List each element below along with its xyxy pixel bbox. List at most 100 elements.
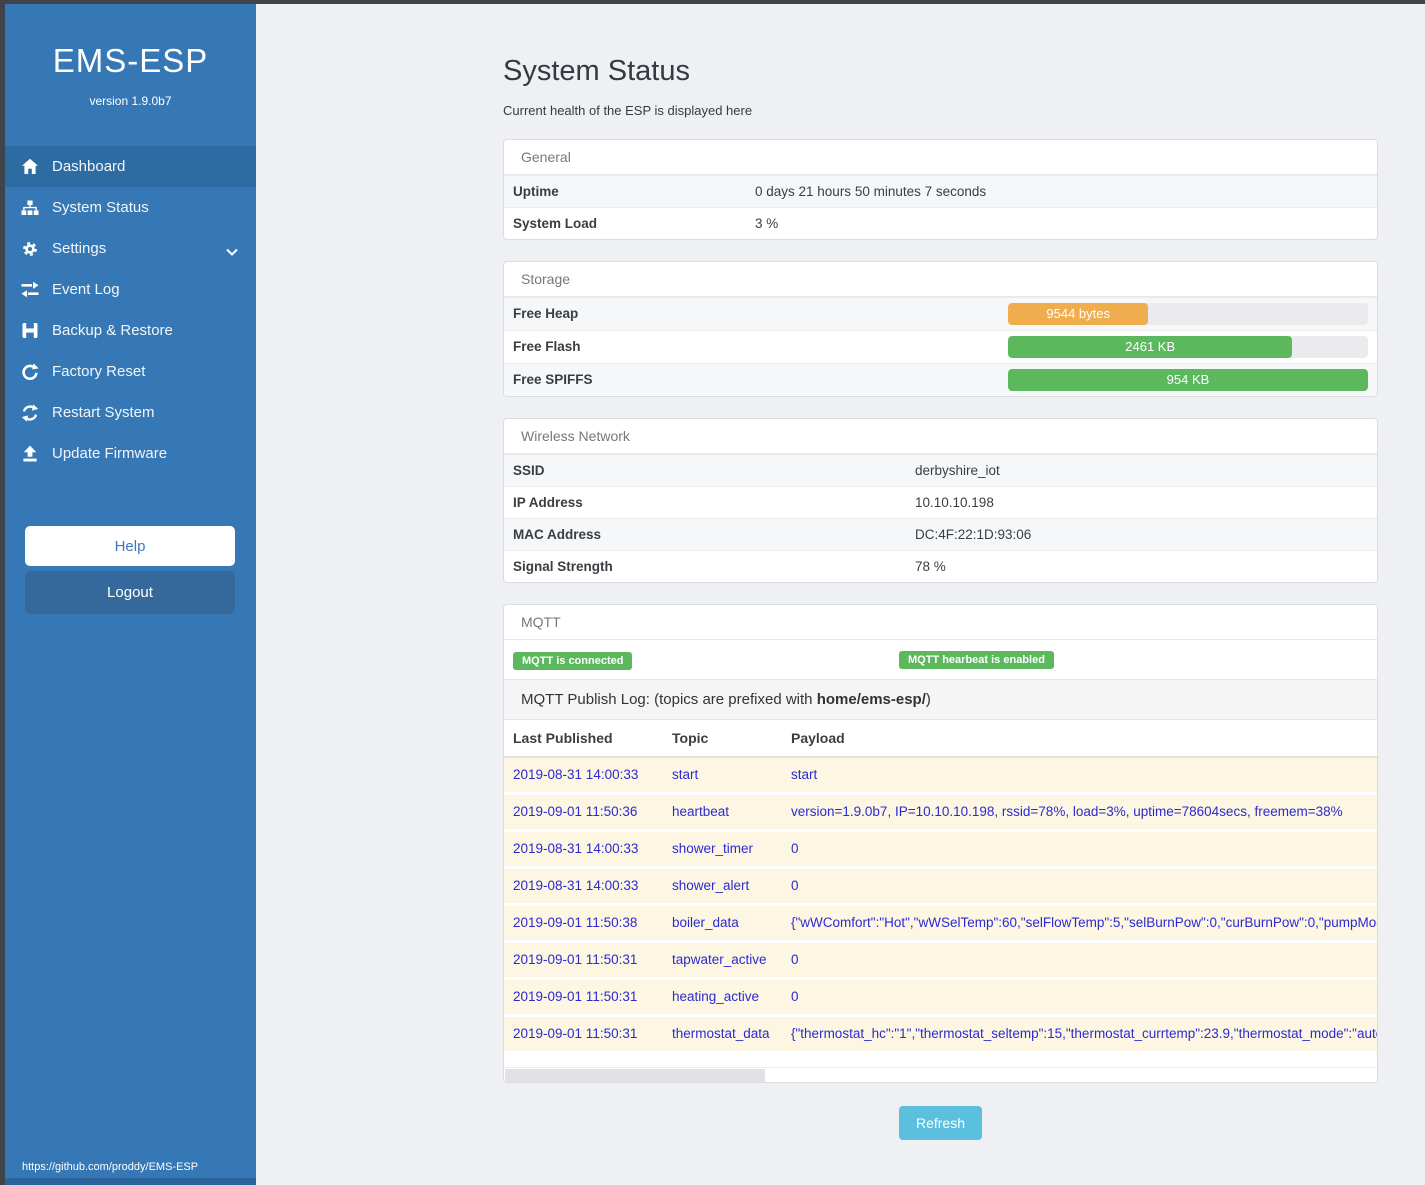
sidebar-bottom-strip: [0, 1178, 256, 1185]
row-value: 3 %: [755, 215, 779, 231]
sidebar-item-dashboard[interactable]: Dashboard: [5, 146, 256, 187]
sidebar: EMS-ESP version 1.9.0b7 Dashboard System…: [0, 0, 256, 1185]
sidebar-item-label: Restart System: [52, 404, 155, 421]
log-topic-cell: heartbeat: [672, 804, 730, 820]
spacer: [504, 1053, 1377, 1067]
row-label: MAC Address: [513, 526, 602, 542]
column-header: Topic: [672, 729, 709, 746]
progress-fill: 2461 KB: [1008, 335, 1293, 358]
sidebar-item-label: Dashboard: [52, 158, 126, 175]
row-value: derbyshire_iot: [915, 462, 1000, 478]
row-label: IP Address: [513, 494, 583, 510]
table-row: 2019-09-01 11:50:31 tapwater_active 0: [504, 942, 1377, 980]
log-topic-cell: shower_alert: [672, 878, 750, 894]
table-row: Uptime 0 days 21 hours 50 minutes 7 seco…: [504, 174, 1377, 207]
row-label: SSID: [513, 462, 545, 478]
upload-icon: [20, 445, 39, 463]
column-header: Last Published: [513, 729, 613, 746]
sidebar-item-settings[interactable]: Settings: [5, 228, 256, 269]
mqtt-panel-title: MQTT: [504, 604, 1377, 640]
table-row: 2019-08-31 14:00:33 shower_alert 0: [504, 868, 1377, 906]
log-topic-cell: boiler_data: [672, 915, 739, 931]
table-row: Free Flash 2461 KB: [504, 329, 1377, 363]
log-payload-cell: 0: [791, 878, 799, 894]
storage-panel: Storage Free Heap 9544 bytes Free Flash …: [503, 260, 1378, 397]
progress-fill: 9544 bytes: [1008, 302, 1149, 325]
wireless-panel: Wireless Network SSID derbyshire_iot IP …: [503, 417, 1378, 583]
log-payload-cell: 0: [791, 989, 799, 1005]
gear-icon: [20, 240, 39, 258]
sidebar-item-factory-reset[interactable]: Factory Reset: [5, 351, 256, 392]
log-payload-cell: 0: [791, 841, 799, 857]
status-badge: MQTT is connected: [513, 651, 633, 670]
free-heap-progress: 9544 bytes: [1008, 302, 1368, 325]
storage-panel-title: Storage: [504, 261, 1377, 297]
table-row: 2019-08-31 14:00:33 shower_timer 0: [504, 831, 1377, 869]
chevron-down-icon: [226, 243, 238, 260]
sidebar-item-restart-system[interactable]: Restart System: [5, 392, 256, 433]
sidebar-item-event-log[interactable]: Event Log: [5, 269, 256, 310]
table-row: 2019-09-01 11:50:31 heating_active 0: [504, 979, 1377, 1017]
table-row: Signal Strength 78 %: [504, 549, 1377, 582]
sidebar-item-system-status[interactable]: System Status: [5, 187, 256, 228]
topic-prefix: home/ems-esp/: [816, 690, 926, 708]
page-subtitle: Current health of the ESP is displayed h…: [503, 102, 753, 118]
sidebar-buttons: Help Logout: [25, 526, 235, 614]
sidebar-item-label: Backup & Restore: [52, 322, 173, 339]
row-value: 78 %: [915, 558, 946, 574]
log-topic-cell: thermostat_data: [672, 1026, 770, 1042]
general-panel: General Uptime 0 days 21 hours 50 minute…: [503, 138, 1378, 240]
sitemap-icon: [20, 199, 39, 217]
heading-text: MQTT Publish Log: (topics are prefixed w…: [521, 690, 817, 708]
sidebar-item-label: Update Firmware: [52, 445, 168, 462]
mqtt-badges: MQTT is connected MQTT hearbeat is enabl…: [504, 640, 1377, 679]
refresh-button[interactable]: Refresh: [898, 1105, 983, 1140]
row-label: System Load: [513, 215, 598, 231]
table-row: SSID derbyshire_iot: [504, 453, 1377, 486]
github-link[interactable]: https://github.com/proddy/EMS-ESP: [22, 1161, 199, 1173]
sidebar-item-label: System Status: [52, 199, 149, 216]
app-title: EMS-ESP: [52, 42, 209, 79]
column-header: Payload: [791, 729, 845, 746]
logout-button[interactable]: Logout: [25, 571, 235, 614]
mqtt-panel: MQTT MQTT is connected MQTT hearbeat is …: [503, 603, 1378, 1083]
row-label: Free Flash: [513, 339, 581, 355]
log-topic-cell: heating_active: [672, 989, 760, 1005]
table-row: Free Heap 9544 bytes: [504, 296, 1377, 330]
window-left-edge: [0, 0, 5, 1185]
sidebar-item-backup-restore[interactable]: Backup & Restore: [5, 310, 256, 351]
home-icon: [20, 158, 39, 176]
row-value: DC:4F:22:1D:93:06: [915, 526, 1032, 542]
heading-text: ): [925, 690, 931, 708]
status-badge: MQTT hearbeat is enabled: [899, 650, 1054, 669]
row-label: Free SPIFFS: [513, 372, 593, 388]
log-timestamp-cell: 2019-08-31 14:00:33: [513, 878, 639, 894]
app-version: version 1.9.0b7: [89, 94, 172, 108]
sidebar-item-label: Factory Reset: [52, 363, 146, 380]
log-topic-cell: start: [672, 767, 699, 783]
log-timestamp-cell: 2019-09-01 11:50:36: [513, 804, 638, 820]
row-value: 10.10.10.198: [915, 494, 994, 510]
help-button[interactable]: Help: [25, 526, 235, 566]
table-row: MAC Address DC:4F:22:1D:93:06: [504, 517, 1377, 550]
log-timestamp-cell: 2019-09-01 11:50:31: [513, 952, 638, 968]
row-value: 0 days 21 hours 50 minutes 7 seconds: [755, 183, 987, 199]
redo-icon: [20, 362, 39, 381]
table-row: Free SPIFFS 954 KB: [504, 362, 1377, 396]
sidebar-item-update-firmware[interactable]: Update Firmware: [5, 433, 256, 474]
table-row: IP Address 10.10.10.198: [504, 485, 1377, 518]
window-top-edge: [0, 0, 1425, 4]
sidebar-item-label: Settings: [52, 240, 107, 257]
brand: EMS-ESP version 1.9.0b7: [5, 0, 256, 108]
table-row: 2019-09-01 11:50:31 thermostat_data {"th…: [504, 1016, 1377, 1054]
log-timestamp-cell: 2019-08-31 14:00:33: [513, 767, 639, 783]
log-timestamp-cell: 2019-08-31 14:00:33: [513, 841, 639, 857]
log-topic-cell: tapwater_active: [672, 952, 767, 968]
log-payload-cell: 0: [791, 952, 799, 968]
scrollbar-thumb[interactable]: [505, 1068, 765, 1082]
log-timestamp-cell: 2019-09-01 11:50:38: [513, 915, 638, 931]
horizontal-scrollbar[interactable]: [504, 1066, 1377, 1082]
free-flash-progress: 2461 KB: [1008, 335, 1368, 358]
log-topic-cell: shower_timer: [672, 841, 754, 857]
table-row: 2019-09-01 11:50:36 heartbeat version=1.…: [504, 794, 1377, 832]
